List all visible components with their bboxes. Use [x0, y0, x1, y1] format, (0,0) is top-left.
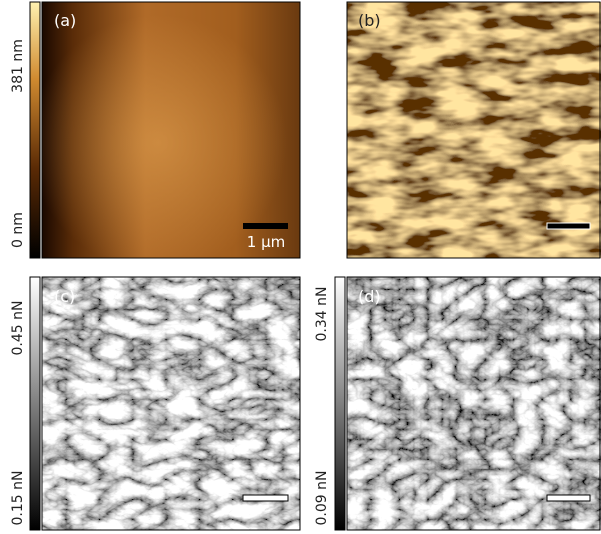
panel-label: (c)	[54, 287, 75, 306]
scale-bar	[546, 494, 591, 502]
height-image-shade	[42, 2, 300, 258]
scale-bar-label: 1 µm	[247, 233, 285, 251]
image-border	[41, 276, 301, 531]
scale-bar	[243, 223, 288, 229]
colorbar-max: 0.34 nN	[314, 287, 330, 342]
panel-label: (a)	[54, 11, 76, 30]
panel-label: (b)	[358, 11, 381, 30]
phase-image	[347, 2, 601, 258]
scale-bar	[242, 494, 289, 502]
colorbar	[29, 276, 41, 531]
colorbar-min: 0 nm	[10, 212, 26, 248]
image-border	[346, 1, 601, 259]
colorbar-min: 0.09 nN	[314, 471, 330, 526]
colorbar-max: 0.45 nN	[10, 301, 26, 356]
force-image	[42, 277, 300, 530]
force-image	[347, 277, 601, 530]
colorbar	[334, 276, 346, 531]
colorbar-min: 0.15 nN	[10, 471, 26, 526]
panel-label: (d)	[358, 287, 381, 306]
image-border	[346, 276, 601, 531]
colorbar	[29, 1, 41, 259]
colorbar-max: 381 nm	[10, 39, 26, 93]
scale-bar	[546, 222, 591, 230]
